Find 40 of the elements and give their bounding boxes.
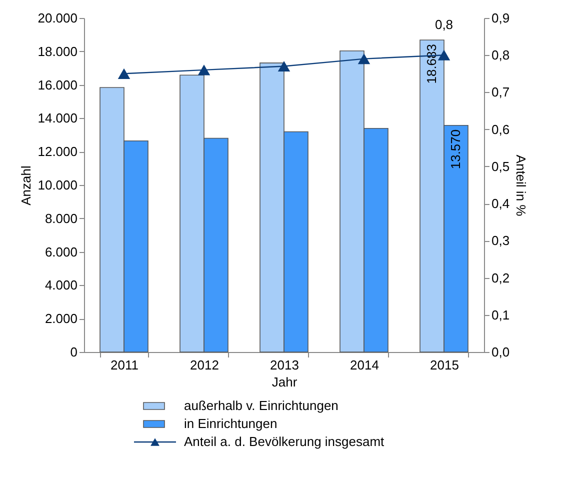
point [358, 54, 370, 64]
legend-label: Anteil a. d. Bevölkerung insgesamt [184, 434, 385, 449]
point [438, 50, 450, 60]
y2-tick-label: 0,9 [492, 10, 510, 26]
point [118, 68, 130, 79]
y-tick-label: 10.000 [38, 178, 78, 192]
y-tick-label: 6.000 [44, 244, 78, 260]
y-axis-title: Anzahl [18, 166, 34, 206]
y-tick-label: 16.000 [38, 77, 78, 92]
y2-tick-label: 0,3 [492, 233, 510, 248]
legend-label: in Einrichtungen [184, 416, 278, 431]
y-tick-label: 4.000 [44, 278, 78, 293]
y-tick-label: 12.000 [38, 144, 78, 160]
y-tick-label: 20.000 [38, 10, 78, 26]
y-tick-label: 8.000 [44, 210, 78, 226]
y2-tick-label: 0,4 [492, 196, 510, 212]
x-axis-title: Jahr [272, 374, 298, 390]
y2-tick-label: 0,1 [492, 307, 510, 322]
y2-tick-label: 0,5 [492, 158, 510, 174]
point [198, 64, 210, 76]
x-tick-label: 2014 [350, 358, 379, 372]
y2-tick-label: 0,0 [492, 344, 510, 360]
y-tick-label: 0 [70, 344, 78, 360]
data-label: 18.683 [424, 44, 439, 84]
y2-tick-label: 0,8 [492, 48, 510, 63]
point [278, 60, 290, 72]
x-tick-label: 2013 [270, 358, 299, 372]
legend-label: außerhalb v. Einrichtungen [184, 398, 338, 413]
y-tick-label: 2.000 [44, 311, 78, 326]
data-label: 13.570 [448, 129, 463, 170]
y2-axis-title: Anteil in % [514, 154, 529, 217]
y2-tick-label: 0,2 [492, 270, 510, 286]
y-tick-label: 14.000 [38, 110, 78, 126]
y2-tick-label: 0,6 [492, 122, 510, 137]
y2-tick-label: 0,7 [492, 84, 510, 100]
y-tick-label: 18.000 [38, 44, 78, 59]
data-label: 0,8 [434, 17, 454, 32]
x-tick-label: 2011 [110, 358, 138, 372]
x-tick-label: 2015 [430, 358, 459, 372]
x-tick-label: 2012 [190, 358, 219, 372]
